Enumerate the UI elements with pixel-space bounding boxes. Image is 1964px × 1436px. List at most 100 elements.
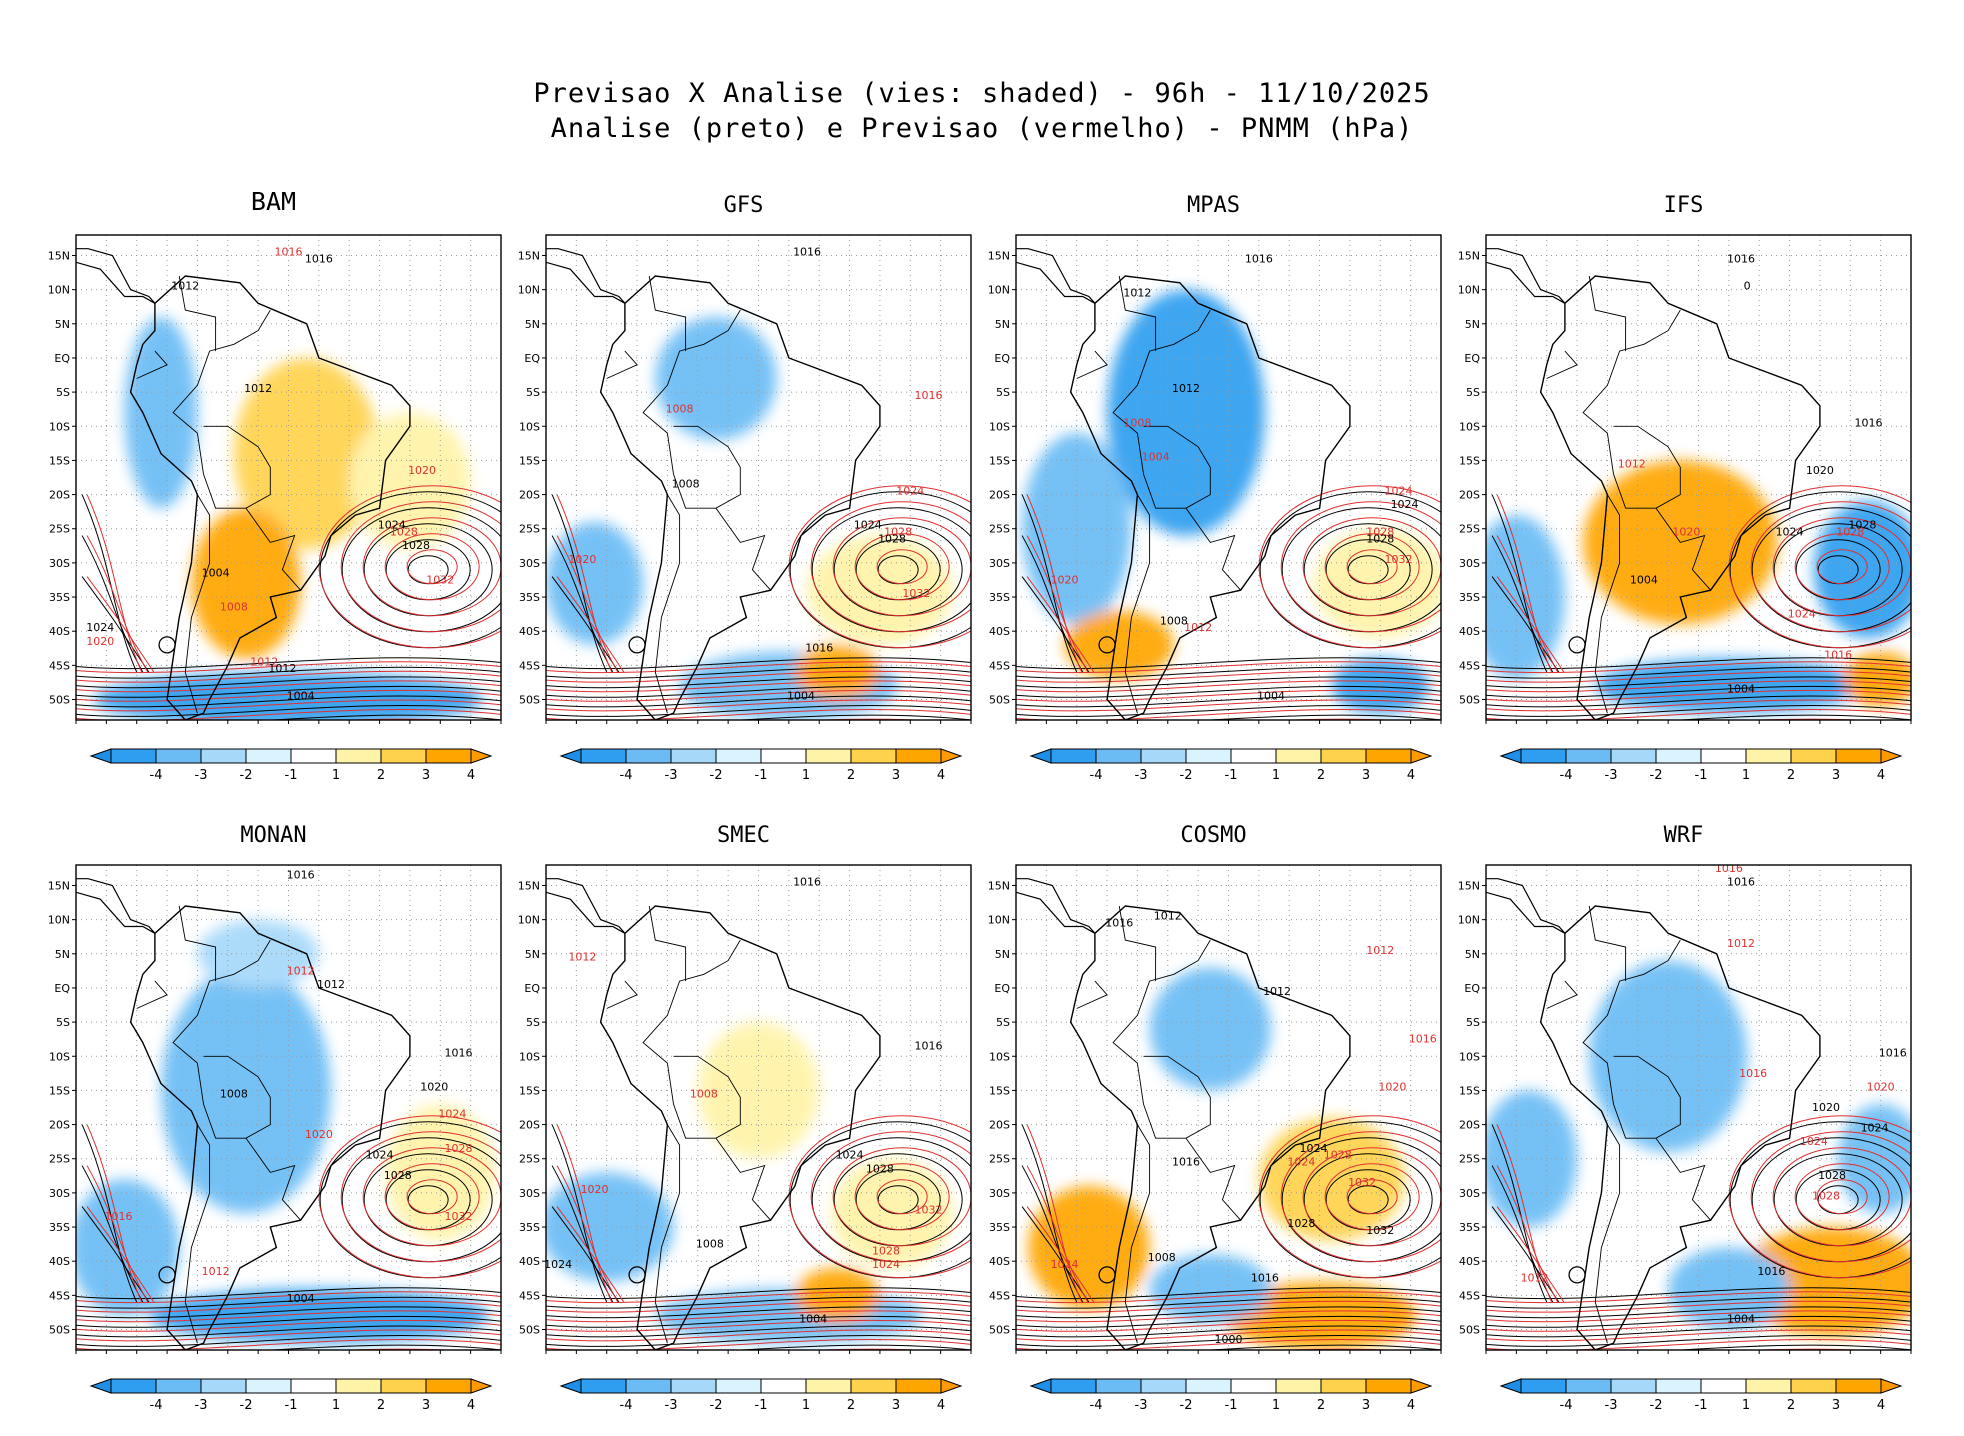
y-tick-label: 30S (49, 557, 70, 570)
panel-gfs: GFS 1016 1024 1028 1032 1020 1008 1016 1008 1024 1… (506, 193, 981, 793)
forecast-contour-label: 1008 (1123, 416, 1151, 429)
isobar-analysis (76, 1335, 501, 1347)
y-tick-label: 10N (48, 914, 70, 927)
y-tick-label: 10S (519, 420, 540, 433)
analysis-contour-label: 1012 (171, 280, 199, 293)
country-border (178, 905, 217, 982)
colorbar-segment (1365, 1378, 1412, 1394)
country-border (1112, 939, 1211, 1139)
isobar-forecast (1016, 689, 1441, 702)
y-tick-label: 35S (989, 1221, 1010, 1234)
map-plot: 1016100810201028103210201012101610121012… (48, 234, 502, 724)
isobar-analysis (546, 1325, 971, 1338)
coastline-south-america (599, 905, 881, 1350)
colorbar-tick-label: 1 (802, 768, 810, 783)
colorbar-segment (1275, 748, 1322, 764)
isobar-forecast (1816, 1179, 1868, 1215)
isobar-forecast (1016, 1339, 1441, 1350)
analysis-contour-label: 1016 (1855, 416, 1883, 429)
colorbar-segment (625, 748, 672, 764)
country-border (1594, 1124, 1621, 1344)
country-border (715, 507, 771, 591)
colorbar-tick-label: -2 (710, 1398, 723, 1413)
forecast-contour-label: 1024 (1051, 1258, 1079, 1271)
bias-area (124, 316, 198, 509)
analysis-contour-label: 1004 (1727, 1313, 1755, 1326)
forecast-contour-label: 1024 (896, 485, 924, 498)
bias-area (94, 672, 483, 720)
country-border (648, 905, 687, 982)
isobar-forecast (76, 1319, 501, 1332)
colorbar-over-arrow (940, 1378, 963, 1394)
colorbar-segment (155, 748, 202, 764)
colorbar-tick-label: 1 (1742, 1398, 1750, 1413)
isobar-analysis (1491, 535, 1554, 673)
country-border (1185, 507, 1241, 591)
analysis-contour-label: 1024 (366, 1149, 394, 1162)
colorbar-segment (200, 1378, 247, 1394)
country-border (642, 939, 741, 1139)
analysis-contour-label: 1024 (1300, 1142, 1328, 1155)
colorbar-segment (245, 1378, 292, 1394)
coastline-central-america (1486, 248, 1566, 304)
y-tick-label: 50S (49, 694, 70, 707)
y-tick-label: 5S (526, 1016, 540, 1029)
y-tick-label: 5N (55, 318, 70, 331)
y-tick-label: 35S (989, 591, 1010, 604)
y-tick-label: 15N (988, 879, 1010, 892)
analysis-contour-label: 1020 (1806, 464, 1834, 477)
forecast-contour-label: 1032 (1385, 553, 1413, 566)
analysis-contour-label: 1024 (1861, 1121, 1889, 1134)
y-tick-label: 20S (49, 1119, 70, 1132)
y-tick-label: 45S (1459, 659, 1480, 672)
analysis-contour-label: 1028 (1848, 519, 1876, 532)
y-tick-label: EQ (54, 352, 70, 365)
isobar-forecast (556, 1124, 613, 1303)
forecast-contour-label: 1012 (250, 655, 278, 668)
y-tick-label: 45S (519, 659, 540, 672)
colorbar: -4 -3 -2 -1 1 2 3 4 (559, 1378, 963, 1413)
country-border (642, 309, 741, 509)
country-border (136, 350, 168, 379)
y-tick-label: 5S (996, 1016, 1010, 1029)
forecast-contour-label: 1020 (1672, 526, 1700, 539)
isobar-analysis (76, 1325, 501, 1338)
colorbar-tick-label: 3 (892, 768, 900, 783)
isobar-analysis (1486, 1296, 1911, 1309)
analysis-contour-label: 1012 (317, 978, 345, 991)
y-tick-label: 40S (989, 625, 1010, 638)
low-center-marker (628, 1266, 646, 1284)
low-center-marker (1098, 1266, 1116, 1284)
forecast-contour-label: 1028 (872, 1244, 900, 1257)
forecast-contour-label: 1020 (1378, 1080, 1406, 1093)
y-tick-label: 15N (48, 249, 70, 262)
y-tick-label: 50S (989, 1324, 1010, 1337)
y-tick-label: 35S (519, 1221, 540, 1234)
y-tick-label: 15S (49, 1084, 70, 1097)
isobar-forecast (1750, 501, 1911, 633)
isobar-analysis (1016, 1296, 1441, 1309)
forecast-contour-label: 1016 (105, 1210, 133, 1223)
colorbar-tick-label: 3 (1362, 1398, 1370, 1413)
forecast-contour-label: 1024 (1788, 608, 1816, 621)
analysis-contour-label: 1008 (696, 1238, 724, 1251)
analysis-contour-label: 1024 (1776, 526, 1804, 539)
colorbar-tick-label: -4 (620, 768, 633, 783)
analysis-contour-label: 1012 (1123, 286, 1151, 299)
colorbar-segment (805, 1378, 852, 1394)
isobar-forecast (1280, 1131, 1441, 1263)
colorbar: -4 -3 -2 -1 1 2 3 4 (1499, 1378, 1903, 1413)
analysis-contour-label: 1028 (384, 1169, 412, 1182)
y-tick-label: EQ (994, 982, 1010, 995)
isobar-analysis (76, 1306, 501, 1319)
isobar-forecast (1496, 1206, 1565, 1303)
analysis-contour-label: 1024 (1391, 498, 1419, 511)
analysis-contour-label: 1008 (1148, 1251, 1176, 1264)
colorbar-segment (1790, 748, 1837, 764)
forecast-contour-label: 1024 (1287, 1156, 1315, 1169)
colorbar-segment (1610, 1378, 1657, 1394)
isobar-forecast (1026, 1206, 1095, 1303)
analysis-contour-label: 1024 (378, 519, 406, 532)
isobar-forecast (1486, 1310, 1911, 1323)
colorbar-segment (1275, 1378, 1322, 1394)
